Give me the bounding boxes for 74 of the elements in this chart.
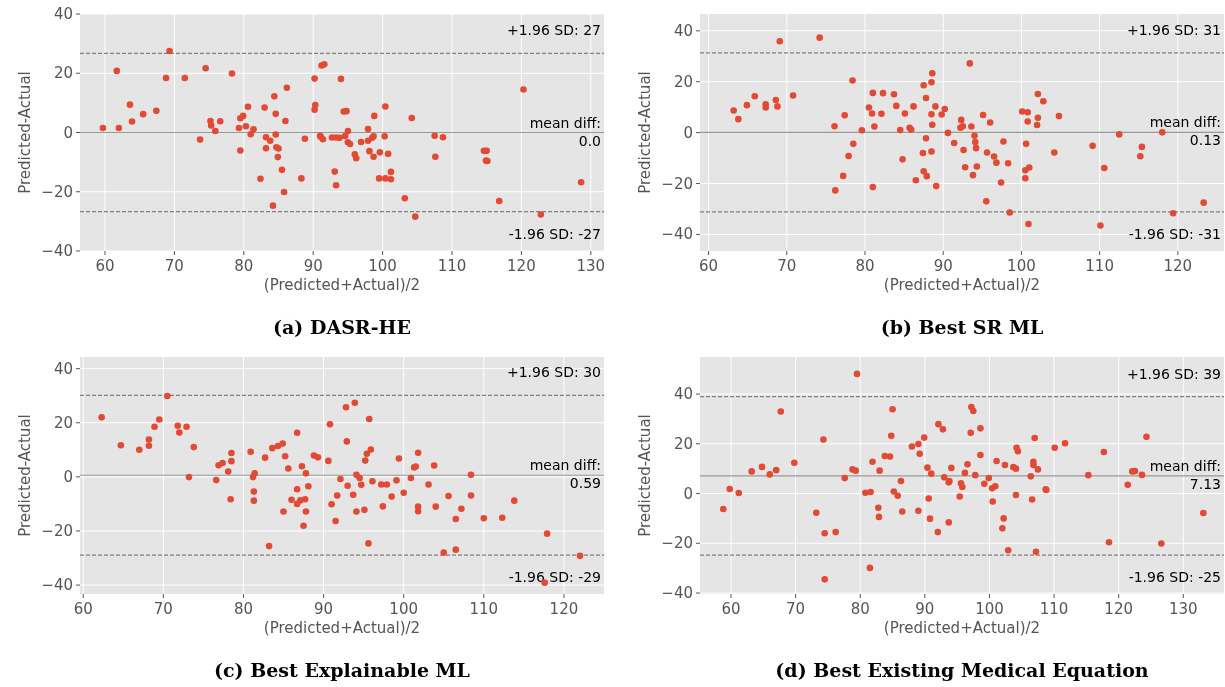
- y-tick-label: 40: [53, 359, 73, 378]
- x-tick-label: 110: [1085, 257, 1114, 275]
- x-tick-label: 100: [389, 600, 419, 618]
- text: (d) Best Existing Medical Equation: [775, 659, 1149, 681]
- x-tick-label: 120: [507, 257, 536, 275]
- x-tick-label: 60: [699, 257, 719, 275]
- y-tick-label: −40: [41, 576, 73, 595]
- x-tick-label: 90: [933, 257, 953, 275]
- x-axis-title: (Predicted+Actual)/2: [263, 619, 421, 637]
- x-tick-label: 60: [95, 257, 115, 275]
- y-axis-title: Predicted-Actual: [636, 71, 654, 194]
- x-tick-label: 100: [1007, 257, 1036, 275]
- x-tick-label: 80: [233, 600, 253, 618]
- y-axis-title: Predicted-Actual: [16, 71, 34, 194]
- y-tick-label: 20: [673, 72, 693, 91]
- x-tick-label: 70: [153, 600, 173, 618]
- y-tick-label: 20: [673, 434, 693, 453]
- y-tick-label: −20: [41, 182, 73, 201]
- x-tick-label: 130: [1168, 600, 1198, 618]
- x-tick-label: 70: [786, 600, 806, 618]
- x-tick-label: 80: [855, 257, 875, 275]
- x-tick-label: 100: [975, 600, 1004, 618]
- y-tick-label: −20: [41, 521, 73, 540]
- x-axis-title: (Predicted+Actual)/2: [263, 276, 421, 294]
- ref-line-label: +1.96 SD: 30: [506, 364, 601, 381]
- x-axis-title: (Predicted+Actual)/2: [883, 619, 1041, 637]
- ref-line-label: mean diff: 0.0: [529, 114, 601, 149]
- y-axis-title: Predicted-Actual: [636, 414, 654, 537]
- x-tick-label: 100: [368, 257, 397, 275]
- x-tick-label: 130: [576, 257, 606, 275]
- ref-line-label: -1.96 SD: -29: [508, 569, 601, 586]
- y-tick-label: 0: [63, 123, 73, 142]
- ref-line-label: -1.96 SD: -27: [508, 225, 601, 242]
- text: (a) DASR-HE: [273, 316, 411, 338]
- ref-line-label: +1.96 SD: 39: [1126, 365, 1221, 382]
- x-tick-label: 120: [1163, 257, 1193, 275]
- text: (c) Best Explainable ML: [214, 659, 470, 681]
- x-tick-label: 60: [73, 600, 93, 618]
- x-tick-label: 70: [777, 257, 797, 275]
- y-tick-label: −40: [661, 225, 693, 244]
- ref-line-label: -1.96 SD: -25: [1128, 569, 1221, 586]
- y-tick-label: 0: [63, 467, 73, 486]
- y-axis-title: Predicted-Actual: [16, 414, 34, 537]
- ref-line-label: +1.96 SD: 31: [1126, 21, 1221, 38]
- y-tick-label: 0: [683, 123, 693, 142]
- x-tick-label: 80: [234, 257, 254, 275]
- ref-line-label: +1.96 SD: 27: [506, 22, 601, 39]
- ref-line-label: mean diff: 0.59: [529, 457, 601, 492]
- x-tick-label: 120: [549, 600, 579, 618]
- x-tick-label: 90: [303, 257, 323, 275]
- ref-line-label: mean diff: 0.13: [1149, 114, 1221, 149]
- ref-line-label: -1.96 SD: -31: [1128, 225, 1221, 242]
- y-tick-label: 40: [673, 385, 693, 404]
- x-tick-label: 110: [1039, 600, 1069, 618]
- x-tick-label: 70: [164, 257, 184, 275]
- y-tick-label: 20: [53, 413, 73, 432]
- x-tick-label: 110: [469, 600, 499, 618]
- x-tick-label: 120: [1104, 600, 1133, 618]
- y-tick-label: 20: [53, 64, 73, 83]
- y-tick-label: −40: [661, 584, 693, 603]
- y-tick-label: 0: [683, 484, 693, 503]
- y-tick-label: −20: [661, 174, 693, 193]
- text: (b) Best SR ML: [880, 316, 1044, 338]
- x-axis-title: (Predicted+Actual)/2: [883, 276, 1041, 294]
- x-tick-label: 110: [437, 257, 467, 275]
- x-tick-label: 80: [850, 600, 870, 618]
- y-tick-label: 40: [673, 21, 693, 40]
- x-tick-label: 60: [721, 600, 741, 618]
- y-tick-label: −40: [41, 242, 73, 260]
- ref-line-label: mean diff: 7.13: [1149, 457, 1221, 492]
- y-tick-label: −20: [661, 534, 693, 553]
- x-tick-label: 90: [314, 600, 334, 618]
- x-tick-label: 90: [915, 600, 935, 618]
- y-tick-label: 40: [53, 5, 73, 23]
